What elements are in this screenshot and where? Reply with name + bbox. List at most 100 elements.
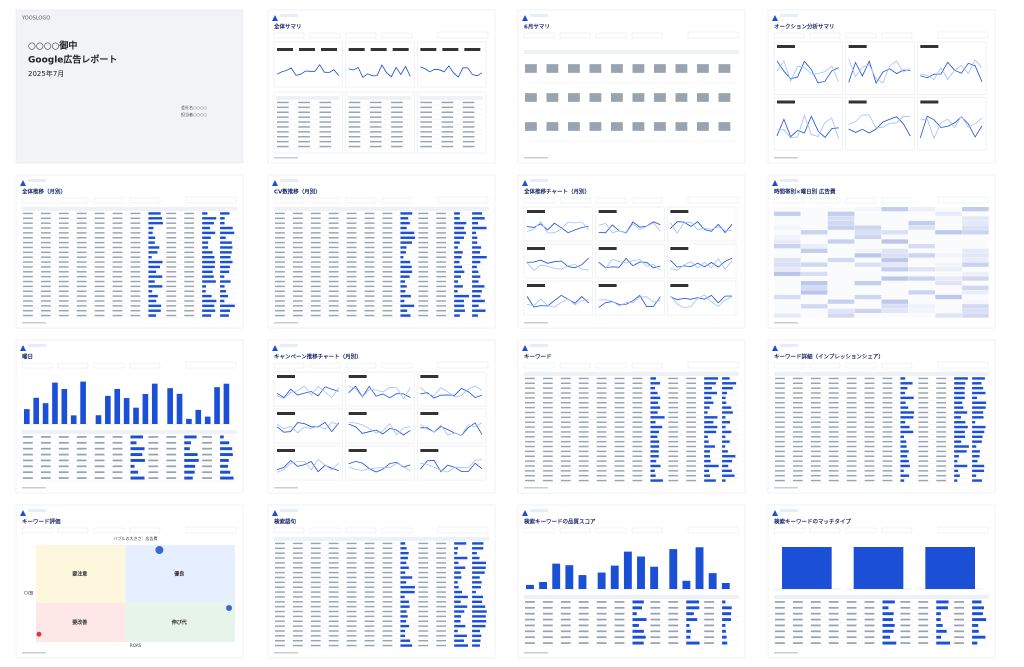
cell-text	[364, 256, 375, 258]
cell-bar	[202, 231, 216, 235]
cell-text	[94, 237, 105, 239]
filter-box	[309, 197, 341, 204]
cell-text	[166, 217, 177, 220]
bar	[650, 566, 659, 589]
cell-bar	[148, 275, 163, 278]
cell-text	[632, 436, 643, 438]
cell-text	[328, 567, 339, 569]
cell-text	[810, 455, 821, 457]
cell-text	[40, 222, 51, 224]
quadrant	[125, 545, 235, 604]
cell-text	[328, 586, 339, 588]
table-header	[347, 96, 412, 100]
report-page: CV数推移（月別）	[267, 174, 496, 329]
cell-text	[292, 290, 303, 292]
cell-bar	[400, 251, 407, 254]
cell-text	[686, 470, 697, 472]
cell-bar	[650, 382, 661, 385]
cell-text	[382, 625, 393, 627]
cell-text	[277, 101, 289, 104]
cell-text	[298, 111, 310, 113]
cell-text	[668, 411, 679, 414]
cell-text	[277, 106, 289, 109]
heat-cell	[935, 290, 962, 295]
trend-line	[420, 422, 483, 436]
cell-text	[614, 612, 625, 615]
cell-bar	[954, 420, 966, 424]
cell-text	[348, 106, 361, 109]
cover-addressee: ○○○○御中	[28, 40, 77, 52]
cell-text	[918, 402, 929, 404]
heat-cell	[827, 271, 855, 277]
heat-cell	[827, 267, 855, 272]
cell-text	[364, 241, 375, 244]
heat-cell	[854, 290, 882, 295]
trend-line	[670, 258, 733, 271]
cell-text	[310, 280, 321, 283]
cell-bar	[400, 294, 411, 298]
cell-bar	[686, 623, 690, 627]
quadrant-label: 優良	[173, 571, 184, 578]
cell-text	[292, 232, 303, 234]
cell-text	[58, 266, 69, 268]
cell-text	[686, 426, 697, 428]
cell-text	[560, 377, 571, 380]
cell-text	[596, 606, 607, 609]
cell-text	[346, 285, 357, 288]
cell-text	[310, 241, 321, 244]
cell-bar	[454, 634, 467, 638]
cell-text	[23, 232, 33, 234]
heat-cell	[908, 285, 935, 290]
cell-text	[275, 300, 285, 302]
cell-text	[578, 618, 589, 621]
cell-text	[420, 136, 433, 138]
cell-text	[364, 547, 375, 550]
bar	[539, 581, 548, 589]
cell-text	[792, 440, 803, 443]
cell-text	[76, 441, 87, 444]
cell-text	[328, 237, 339, 239]
cell-text	[418, 581, 429, 584]
heat-cell	[827, 239, 855, 244]
cell-text	[632, 122, 645, 131]
cell-text	[436, 271, 447, 273]
cell-text	[418, 644, 429, 647]
cell-bar	[722, 635, 727, 639]
cell-text	[40, 237, 51, 239]
cell-text	[542, 465, 553, 467]
cell-text	[542, 624, 553, 627]
cell-bar	[650, 469, 655, 473]
cell-bar	[220, 251, 232, 254]
bar	[925, 547, 975, 589]
cell-text	[864, 479, 875, 482]
cell-text	[686, 440, 697, 443]
cell-text	[184, 237, 195, 239]
cell-text	[23, 227, 33, 229]
cell-bar	[400, 624, 410, 628]
cell-bar	[202, 221, 214, 225]
cell-text	[775, 470, 785, 472]
cell-text	[668, 474, 679, 477]
cell-text	[184, 222, 195, 224]
logo-badge	[280, 179, 298, 182]
cell-text	[525, 397, 535, 399]
bar	[708, 573, 717, 589]
cell-text	[292, 567, 303, 569]
trend-line	[420, 387, 483, 399]
heat-cell	[854, 244, 882, 249]
cell-text	[23, 441, 33, 444]
heat-cell	[854, 234, 882, 240]
cell-text	[828, 377, 839, 380]
cell-text	[94, 300, 105, 302]
cell-text	[918, 421, 929, 423]
heat-cell	[908, 244, 935, 249]
cell-bar	[722, 455, 736, 458]
cell-bar	[632, 600, 644, 604]
cell-bar	[472, 600, 483, 604]
cell-text	[275, 586, 285, 588]
cell-text	[184, 290, 195, 292]
cell-text	[40, 290, 51, 292]
cell-text	[298, 106, 310, 109]
cell-text	[846, 601, 857, 603]
cell-text	[130, 295, 141, 297]
